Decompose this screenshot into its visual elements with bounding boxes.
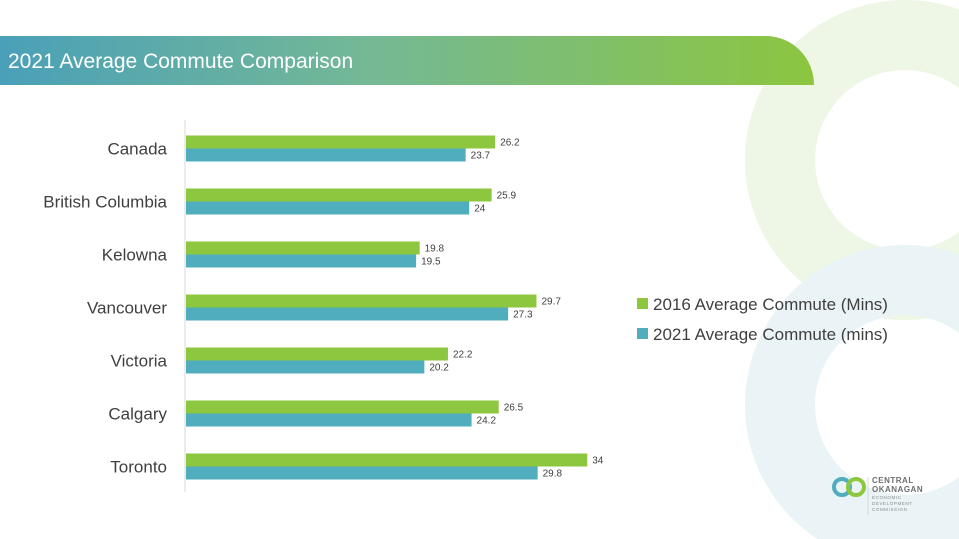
value-label-vancouver-2016: 29.7 bbox=[541, 297, 561, 308]
category-label-vancouver: Vancouver bbox=[87, 299, 167, 318]
bar-calgary-2016 bbox=[186, 400, 499, 414]
legend-swatch-2016 bbox=[637, 298, 648, 309]
bar-calgary-2021 bbox=[186, 413, 472, 427]
ceodc-logo: CENTRAL OKANAGAN ECONOMIC DEVELOPMENT CO… bbox=[832, 476, 923, 515]
value-label-victoria-2021: 20.2 bbox=[429, 363, 449, 374]
logo-line-2: OKANAGAN bbox=[872, 485, 923, 494]
category-label-toronto: Toronto bbox=[110, 458, 167, 477]
bar-toronto-2016 bbox=[186, 453, 588, 467]
legend-swatch-2021 bbox=[637, 328, 648, 339]
category-labels: Canada British Columbia Kelowna Vancouver Vi… bbox=[43, 140, 167, 477]
title-bar bbox=[0, 36, 814, 85]
bar-group bbox=[186, 135, 588, 480]
value-label-canada-2016: 26.2 bbox=[500, 138, 520, 149]
value-label-toronto-2016: 34 bbox=[592, 456, 604, 467]
category-label-kelowna: Kelowna bbox=[102, 246, 168, 265]
logo-line-5: COMMISSION bbox=[872, 507, 908, 512]
category-label-canada: Canada bbox=[107, 140, 167, 159]
value-label-vancouver-2021: 27.3 bbox=[513, 310, 533, 321]
value-label-british-columbia-2016: 25.9 bbox=[497, 191, 517, 202]
legend-label-2021: 2021 Average Commute (mins) bbox=[653, 325, 888, 344]
bar-british-columbia-2016 bbox=[186, 188, 492, 202]
logo-ring-right bbox=[846, 477, 866, 497]
bar-toronto-2021 bbox=[186, 466, 538, 480]
bar-victoria-2021 bbox=[186, 360, 425, 374]
logo-line-4: DEVELOPMENT bbox=[872, 501, 913, 506]
value-label-kelowna-2021: 19.5 bbox=[421, 257, 441, 268]
category-label-calgary: Calgary bbox=[108, 405, 167, 424]
logo-line-3: ECONOMIC bbox=[872, 495, 902, 500]
value-label-victoria-2016: 22.2 bbox=[453, 350, 473, 361]
logo-line-1: CENTRAL bbox=[872, 476, 914, 485]
legend: 2016 Average Commute (Mins) 2021 Average … bbox=[637, 295, 888, 344]
value-label-kelowna-2016: 19.8 bbox=[425, 244, 445, 255]
category-label-british-columbia: British Columbia bbox=[43, 193, 167, 212]
bar-victoria-2016 bbox=[186, 347, 448, 361]
value-label-toronto-2021: 29.8 bbox=[543, 469, 563, 480]
bar-kelowna-2016 bbox=[186, 241, 420, 255]
bar-vancouver-2016 bbox=[186, 294, 537, 308]
bar-british-columbia-2021 bbox=[186, 201, 470, 215]
category-label-victoria: Victoria bbox=[111, 352, 168, 371]
bar-vancouver-2021 bbox=[186, 307, 509, 321]
value-labels: 26.2 23.7 25.9 24 19.8 19.5 29.7 27.3 22.2 20.2 26… bbox=[421, 138, 604, 480]
legend-label-2016: 2016 Average Commute (Mins) bbox=[653, 295, 888, 314]
bar-kelowna-2021 bbox=[186, 254, 417, 268]
value-label-calgary-2016: 26.5 bbox=[504, 403, 524, 414]
slide-title: 2021 Average Commute Comparison bbox=[8, 50, 354, 73]
value-label-british-columbia-2021: 24 bbox=[474, 204, 486, 215]
bar-canada-2021 bbox=[186, 148, 466, 162]
value-label-canada-2021: 23.7 bbox=[471, 151, 491, 162]
bar-canada-2016 bbox=[186, 135, 496, 149]
value-label-calgary-2021: 24.2 bbox=[477, 416, 497, 427]
